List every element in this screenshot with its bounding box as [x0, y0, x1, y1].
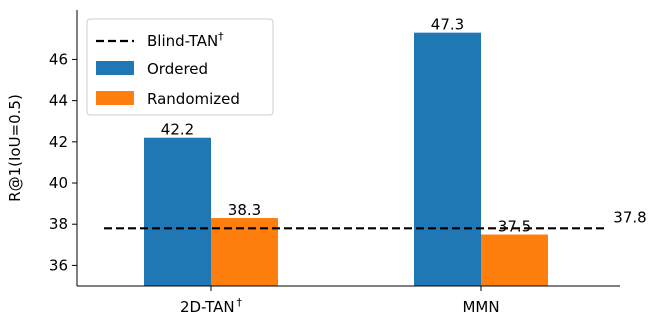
y-tick-label: 44	[49, 92, 68, 110]
legend-swatch-randomized	[96, 91, 134, 105]
data-label-ordered-1: 42.2	[161, 121, 194, 139]
data-labels: 42.2 47.3 38.3 37.5 37.8	[161, 16, 647, 236]
legend-label-text: Blind-TAN	[147, 32, 218, 50]
legend-label-randomized: Randomized	[147, 90, 240, 108]
data-label-reference: 37.8	[613, 208, 646, 226]
legend-label-ordered: Ordered	[147, 60, 208, 78]
legend-swatch-ordered	[96, 61, 134, 75]
data-label-randomized-1: 38.3	[228, 201, 261, 219]
x-tick-label: MMN	[462, 298, 499, 316]
y-tick-label: 36	[49, 256, 68, 274]
legend-label-superscript: †	[218, 30, 224, 43]
y-tick-label: 40	[49, 174, 68, 192]
data-label-ordered-2: 47.3	[431, 16, 464, 34]
data-label-randomized-2: 37.5	[498, 218, 531, 236]
axes	[76, 10, 620, 287]
bar-ordered-2d-tan	[144, 137, 211, 286]
y-tick-label: 42	[49, 133, 68, 151]
x-tick-label: 2D-TAN †	[180, 296, 243, 316]
legend: Blind-TAN† Ordered Randomized	[86, 18, 274, 116]
y-ticks: 36 38 40 42 44 46	[49, 50, 77, 274]
y-tick-label: 46	[49, 50, 68, 68]
bar-ordered-mmn	[414, 32, 481, 287]
x-ticks: 2D-TAN † MMN	[180, 286, 500, 316]
bars-layer	[144, 32, 548, 287]
legend-label-blind-tan: Blind-TAN†	[147, 30, 224, 50]
y-tick-label: 38	[49, 215, 68, 233]
bar-randomized-mmn	[481, 234, 548, 286]
y-axis-title: R@1(IoU=0.5)	[6, 94, 24, 202]
